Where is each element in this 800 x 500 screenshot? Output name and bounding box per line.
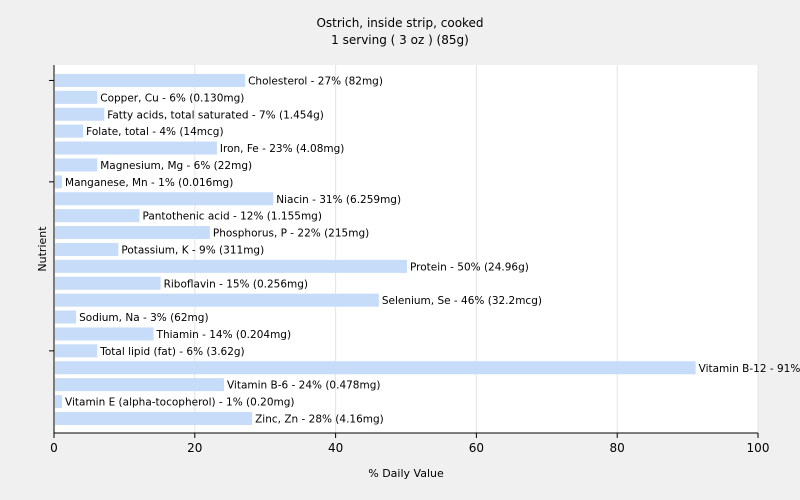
bar-label: Potassium, K - 9% (311mg) — [121, 244, 264, 256]
bar — [55, 411, 253, 425]
bar — [55, 378, 224, 392]
bar-labels: Cholesterol - 27% (82mg) Copper, Cu - 6% … — [65, 75, 800, 425]
bar-label: Copper, Cu - 6% (0.130mg) — [100, 92, 244, 104]
x-tick-label: 0 — [50, 441, 58, 455]
bar-label: Cholesterol - 27% (82mg) — [248, 75, 383, 87]
bar — [55, 107, 105, 121]
bar-label: Zinc, Zn - 28% (4.16mg) — [255, 413, 384, 425]
bar — [55, 192, 274, 206]
bar — [55, 209, 140, 223]
x-tick-label: 60 — [469, 441, 484, 455]
bar-label: Iron, Fe - 23% (4.08mg) — [220, 143, 344, 155]
bar — [55, 361, 696, 375]
x-axis-title: % Daily Value — [368, 467, 444, 480]
y-axis-title: Nutrient — [36, 226, 49, 272]
y-axis-ticks — [49, 79, 54, 352]
bar — [55, 158, 98, 172]
chart-subtitle: 1 serving ( 3 oz ) (85g) — [331, 33, 469, 47]
bar — [55, 90, 98, 104]
x-tick-label: 20 — [187, 441, 202, 455]
bar-label: Fatty acids, total saturated - 7% (1.454… — [107, 109, 324, 121]
bar — [55, 226, 210, 240]
bar — [55, 344, 98, 358]
bar-label: Pantothenic acid - 12% (1.155mg) — [142, 211, 321, 223]
bar-label: Sodium, Na - 3% (62mg) — [79, 312, 208, 324]
bar — [55, 327, 154, 341]
bar — [55, 141, 217, 155]
bar — [55, 259, 407, 273]
x-tick-label: 40 — [328, 441, 343, 455]
bar-label: Thiamin - 14% (0.204mg) — [156, 329, 292, 341]
bar — [55, 73, 246, 87]
bars — [55, 73, 696, 425]
bar — [55, 293, 379, 307]
bar-label: Folate, total - 4% (14mcg) — [86, 126, 223, 138]
bar-label: Vitamin B-12 - 91% (5.47mcg) — [699, 363, 800, 375]
bar — [55, 242, 119, 256]
bar-label: Niacin - 31% (6.259mg) — [276, 194, 401, 206]
bar-label: Selenium, Se - 46% (32.2mcg) — [382, 295, 542, 307]
bar — [55, 395, 63, 409]
bar — [55, 124, 84, 138]
bar-label: Total lipid (fat) - 6% (3.62g) — [99, 346, 244, 358]
chart-title: Ostrich, inside strip, cooked — [316, 16, 483, 30]
bar-label: Vitamin B-6 - 24% (0.478mg) — [227, 380, 381, 392]
x-axis-ticks: 0 20 40 60 80 100 — [50, 433, 769, 455]
bar-label: Phosphorus, P - 22% (215mg) — [213, 228, 369, 240]
x-tick-label: 80 — [610, 441, 625, 455]
x-tick-label: 100 — [747, 441, 770, 455]
bar-label: Protein - 50% (24.96g) — [410, 261, 529, 273]
bar-label: Magnesium, Mg - 6% (22mg) — [100, 160, 252, 172]
bar — [55, 310, 77, 324]
bar-label: Riboflavin - 15% (0.256mg) — [164, 278, 308, 290]
bar — [55, 276, 161, 290]
bar-label: Vitamin E (alpha-tocopherol) - 1% (0.20m… — [65, 397, 295, 409]
bar — [55, 175, 63, 189]
bar-label: Manganese, Mn - 1% (0.016mg) — [65, 177, 233, 189]
